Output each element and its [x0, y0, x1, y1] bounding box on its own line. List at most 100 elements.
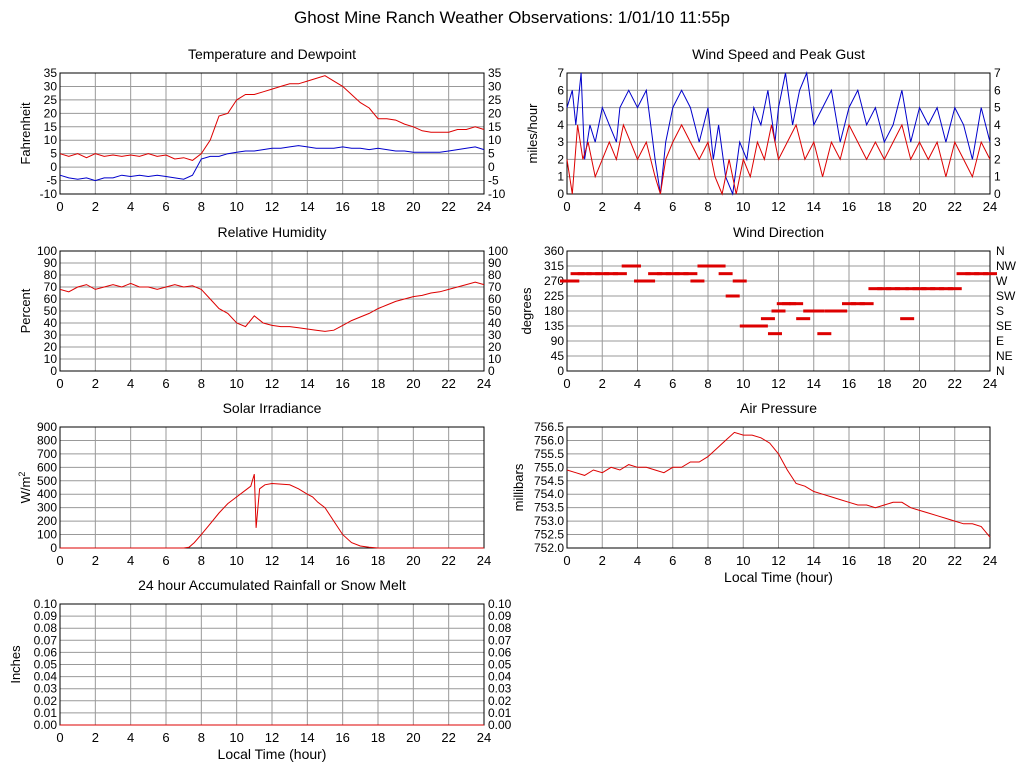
direction-y-tick-label: 0 [557, 364, 564, 378]
wind-x-tick-label: 18 [877, 199, 891, 214]
solar-series-line [60, 473, 484, 549]
page-title: Ghost Mine Ranch Weather Observations: 1… [294, 8, 730, 27]
direction-point [634, 279, 649, 283]
rain-x-tick-label: 22 [441, 730, 455, 745]
humidity-series-line [59, 281, 485, 332]
direction-point [725, 294, 740, 298]
humidity-y-tick-label-right: 90 [488, 256, 502, 270]
rain-x-tick-label: 6 [162, 730, 169, 745]
direction-point [577, 272, 592, 276]
rain-x-tick-label: 4 [127, 730, 134, 745]
direction-point [824, 309, 839, 313]
temp-x-tick-label: 8 [198, 199, 205, 214]
humidity-y-tick-label: 60 [44, 292, 58, 306]
solar-y-tick-label: 400 [37, 487, 57, 501]
pressure-x-tick-label: 24 [983, 553, 997, 568]
pressure-y-tick-label: 755.5 [534, 447, 564, 461]
direction-point [810, 309, 825, 313]
direction-x-tick-label: 16 [842, 376, 856, 391]
temp-x-tick-label: 4 [127, 199, 134, 214]
direction-x-tick-label: 20 [912, 376, 926, 391]
rain-xlabel: Local Time (hour) [218, 746, 327, 762]
temp-x-tick-label: 20 [406, 199, 420, 214]
rain-y-tick-label: 0.02 [34, 694, 58, 708]
pressure-x-tick-label: 4 [634, 553, 641, 568]
pressure-y-tick-label: 756.0 [534, 433, 564, 447]
temp-y-tick-label-right: 25 [488, 93, 502, 107]
pressure-y-tick-label: 752.5 [534, 528, 564, 542]
humidity-x-tick-label: 8 [198, 376, 205, 391]
direction-point [947, 287, 962, 291]
wind-ylabel: miles/hour [525, 103, 540, 164]
humidity-y-tick-label-right: 30 [488, 328, 502, 342]
direction-point [921, 287, 936, 291]
temp-y-tick-label: -10 [40, 187, 58, 201]
solar-y-tick-label: 900 [37, 420, 57, 434]
wind-frame [566, 72, 991, 195]
pressure-x-tick-label: 22 [948, 553, 962, 568]
direction-point [612, 272, 627, 276]
rain-y-tick-label-right: 0.08 [488, 621, 512, 635]
direction-point [767, 332, 782, 336]
pressure-y-tick-label: 753.5 [534, 501, 564, 515]
direction-x-tick-label: 0 [563, 376, 570, 391]
solar-x-tick-label: 4 [127, 553, 134, 568]
humidity-y-tick-label-right: 10 [488, 352, 502, 366]
rain-y-tick-label: 0.04 [34, 670, 58, 684]
solar-y-tick-label: 600 [37, 460, 57, 474]
solar-y-tick-label: 300 [37, 501, 57, 515]
solar-title: Solar Irradiance [223, 400, 322, 416]
direction-x-tick-label: 14 [807, 376, 821, 391]
temp-title: Temperature and Dewpoint [188, 46, 356, 62]
temp-y-tick-label: -5 [46, 174, 57, 188]
wind-y-tick-label: 4 [557, 118, 564, 132]
wind-y-tick-label-right: 4 [994, 118, 1001, 132]
direction-point [711, 264, 726, 268]
wind-y-tick-label-right: 0 [994, 187, 1001, 201]
wind-x-tick-label: 8 [704, 199, 711, 214]
direction-point [586, 272, 601, 276]
direction-compass-label: SW [996, 289, 1016, 303]
rain-y-tick-label-right: 0.05 [488, 658, 512, 672]
rain-x-tick-label: 10 [229, 730, 243, 745]
direction-x-tick-label: 4 [634, 376, 641, 391]
solar-x-tick-label: 6 [162, 553, 169, 568]
rain-y-tick-label: 0.10 [34, 597, 58, 611]
direction-x-tick-label: 24 [983, 376, 997, 391]
direction-point [956, 272, 971, 276]
rain-y-tick-label: 0.09 [34, 609, 58, 623]
direction-point [894, 287, 909, 291]
pressure-y-tick-label: 754.5 [534, 474, 564, 488]
wind-y-tick-label: 5 [557, 101, 564, 115]
rain-x-tick-label: 24 [477, 730, 491, 745]
temp-y-tick-label: 10 [44, 133, 58, 147]
wind-y-tick-label-right: 6 [994, 83, 1001, 97]
direction-title: Wind Direction [733, 224, 824, 240]
direction-x-tick-label: 8 [704, 376, 711, 391]
direction-point [683, 272, 698, 276]
solar-y-tick-label: 100 [37, 528, 57, 542]
wind-y-tick-label-right: 7 [994, 66, 1001, 80]
solar-x-tick-label: 14 [300, 553, 314, 568]
temp-x-tick-label: 10 [229, 199, 243, 214]
humidity-x-tick-label: 22 [441, 376, 455, 391]
temp-y-tick-label-right: -5 [488, 174, 499, 188]
rain-x-tick-label: 12 [265, 730, 279, 745]
solar-x-tick-label: 0 [56, 553, 63, 568]
temp-y-tick-label-right: 0 [488, 160, 495, 174]
rain-x-tick-label: 20 [406, 730, 420, 745]
humidity-x-tick-label: 6 [162, 376, 169, 391]
wind-y-tick-label: 7 [557, 66, 564, 80]
temp-x-tick-label: 18 [371, 199, 385, 214]
pressure-y-tick-label: 752.0 [534, 541, 564, 555]
rain-y-tick-label-right: 0.03 [488, 682, 512, 696]
direction-point [965, 272, 980, 276]
pressure-x-tick-label: 6 [669, 553, 676, 568]
wind-x-tick-label: 2 [599, 199, 606, 214]
